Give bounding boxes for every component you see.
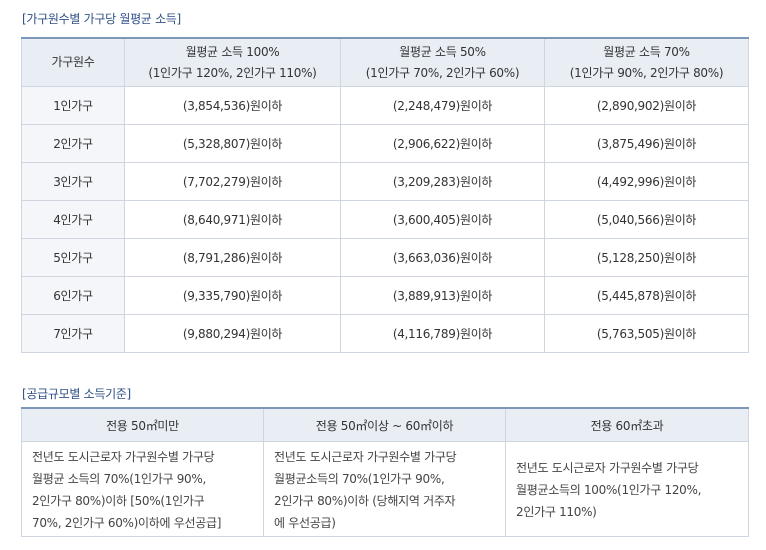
criteria-under-50-cell: 전년도 도시근로자 가구원수별 가구당 월평균 소득의 70%(1인가구 90%… [21, 441, 264, 537]
income-70-cell: (5,040,566)원이하 [544, 200, 749, 239]
criteria-line: 에 우선공급) [274, 516, 336, 530]
income-50-cell: (4,116,789)원이하 [340, 314, 545, 353]
table-row: 5인가구 (8,791,286)원이하 (3,663,036)원이하 (5,12… [21, 238, 749, 277]
criteria-line: 월평균소득의 100%(1인가구 120%, [516, 483, 702, 497]
income-100-cell: (7,702,279)원이하 [124, 162, 341, 201]
criteria-line: 전년도 도시근로자 가구원수별 가구당 [274, 450, 457, 464]
income-50-cell: (3,600,405)원이하 [340, 200, 545, 239]
income-50-cell: (3,663,036)원이하 [340, 238, 545, 277]
header-household-size: 가구원수 [21, 37, 125, 87]
criteria-line: 전년도 도시근로자 가구원수별 가구당 [32, 450, 215, 464]
table-row: 2인가구 (5,328,807)원이하 (2,906,622)원이하 (3,87… [21, 124, 749, 163]
table-header-row: 전용 50㎡미만 전용 50㎡이상 ~ 60㎡이하 전용 60㎡초과 [21, 407, 749, 442]
household-size-cell: 1인가구 [21, 86, 125, 125]
header-income-70: 월평균 소득 70% (1인가구 90%, 2인가구 80%) [544, 37, 749, 87]
income-50-cell: (3,209,283)원이하 [340, 162, 545, 201]
household-size-cell: 6인가구 [21, 276, 125, 315]
criteria-line: 2인가구 80%)이하 [50%(1인가구 [32, 494, 205, 508]
income-100-cell: (5,328,807)원이하 [124, 124, 341, 163]
income-100-cell: (8,791,286)원이하 [124, 238, 341, 277]
income-by-supply-size-table: 전용 50㎡미만 전용 50㎡이상 ~ 60㎡이하 전용 60㎡초과 전년도 도… [21, 407, 749, 537]
header-income-50-note: (1인가구 70%, 2인가구 60%) [365, 65, 520, 80]
household-size-cell: 5인가구 [21, 238, 125, 277]
header-income-100: 월평균 소득 100% (1인가구 120%, 2인가구 110%) [124, 37, 341, 87]
income-70-cell: (5,128,250)원이하 [544, 238, 749, 277]
header-income-50: 월평균 소득 50% (1인가구 70%, 2인가구 60%) [340, 37, 545, 87]
table-row: 4인가구 (8,640,971)원이하 (3,600,405)원이하 (5,04… [21, 200, 749, 239]
household-size-cell: 3인가구 [21, 162, 125, 201]
income-70-cell: (5,445,878)원이하 [544, 276, 749, 315]
header-over-60: 전용 60㎡초과 [505, 407, 749, 442]
income-70-cell: (5,763,505)원이하 [544, 314, 749, 353]
table-row: 6인가구 (9,335,790)원이하 (3,889,913)원이하 (5,44… [21, 276, 749, 315]
criteria-line: 2인가구 80%)이하 (당해지역 거주자 [274, 494, 456, 508]
header-income-100-title: 월평균 소득 100% [185, 44, 280, 59]
income-section-title: [가구원수별 가구당 월평균 소득] [22, 12, 181, 26]
income-50-cell: (2,906,622)원이하 [340, 124, 545, 163]
criteria-over-60-cell: 전년도 도시근로자 가구원수별 가구당 월평균소득의 100%(1인가구 120… [505, 441, 749, 537]
criteria-line: 월평균 소득의 70%(1인가구 90%, [32, 472, 206, 486]
criteria-50-to-60-cell: 전년도 도시근로자 가구원수별 가구당 월평균소득의 70%(1인가구 90%,… [263, 441, 506, 537]
criteria-line: 월평균소득의 70%(1인가구 90%, [274, 472, 445, 486]
income-100-cell: (9,335,790)원이하 [124, 276, 341, 315]
household-size-cell: 7인가구 [21, 314, 125, 353]
income-50-cell: (3,889,913)원이하 [340, 276, 545, 315]
income-50-cell: (2,248,479)원이하 [340, 86, 545, 125]
header-under-50: 전용 50㎡미만 [21, 407, 264, 442]
income-100-cell: (9,880,294)원이하 [124, 314, 341, 353]
header-income-50-title: 월평균 소득 50% [399, 44, 486, 59]
table-row: 7인가구 (9,880,294)원이하 (4,116,789)원이하 (5,76… [21, 314, 749, 353]
income-70-cell: (3,875,496)원이하 [544, 124, 749, 163]
income-70-cell: (4,492,996)원이하 [544, 162, 749, 201]
income-100-cell: (3,854,536)원이하 [124, 86, 341, 125]
household-size-cell: 2인가구 [21, 124, 125, 163]
table-row: 1인가구 (3,854,536)원이하 (2,248,479)원이하 (2,89… [21, 86, 749, 125]
income-by-household-table: 가구원수 월평균 소득 100% (1인가구 120%, 2인가구 110%) … [21, 37, 749, 353]
header-50-to-60: 전용 50㎡이상 ~ 60㎡이하 [263, 407, 506, 442]
header-income-70-note: (1인가구 90%, 2인가구 80%) [569, 65, 724, 80]
income-100-cell: (8,640,971)원이하 [124, 200, 341, 239]
income-70-cell: (2,890,902)원이하 [544, 86, 749, 125]
table-header-row: 가구원수 월평균 소득 100% (1인가구 120%, 2인가구 110%) … [21, 37, 749, 87]
table-row: 3인가구 (7,702,279)원이하 (3,209,283)원이하 (4,49… [21, 162, 749, 201]
criteria-line: 70%, 2인가구 60%)이하에 우선공급] [32, 516, 222, 530]
criteria-line: 전년도 도시근로자 가구원수별 가구당 [516, 461, 699, 475]
criteria-line: 2인가구 110%) [516, 505, 597, 519]
header-income-100-note: (1인가구 120%, 2인가구 110%) [148, 65, 317, 80]
household-size-cell: 4인가구 [21, 200, 125, 239]
header-income-70-title: 월평균 소득 70% [603, 44, 690, 59]
supply-section-title: [공급규모별 소득기준] [22, 387, 131, 401]
table-row: 전년도 도시근로자 가구원수별 가구당 월평균 소득의 70%(1인가구 90%… [21, 441, 749, 537]
